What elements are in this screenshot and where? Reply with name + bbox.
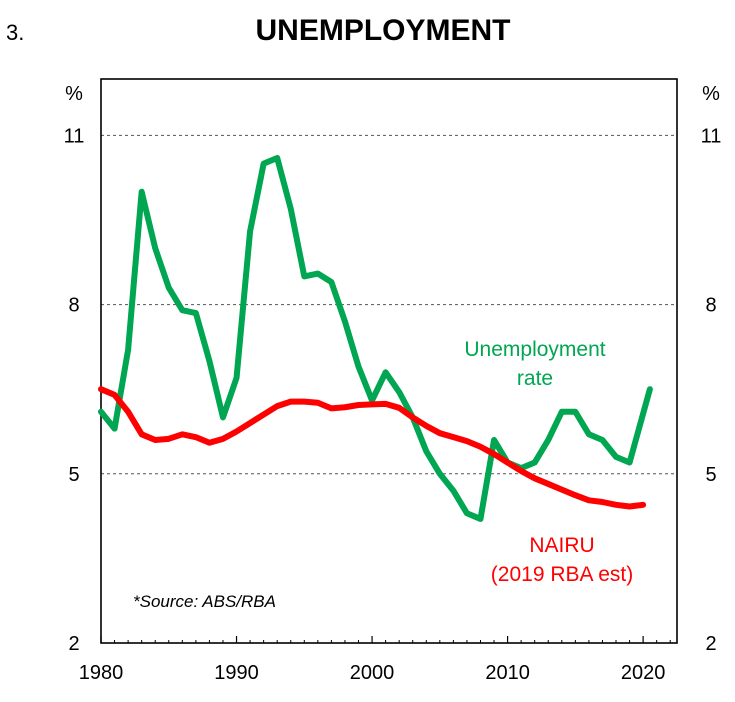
y-tick-label-right-8: 8 bbox=[705, 295, 716, 317]
y-tick-label-right-11: 11 bbox=[701, 125, 722, 147]
axes bbox=[100, 78, 678, 644]
x-tick-label-2010: 2010 bbox=[485, 662, 530, 684]
figure-number: 3. bbox=[6, 20, 24, 45]
right-axis-unit: % bbox=[702, 83, 720, 105]
gridlines bbox=[101, 134, 677, 475]
nairu-label-line-2: (2019 RBA est) bbox=[491, 563, 633, 586]
left-axis-unit: % bbox=[65, 83, 83, 105]
y-tick-label-left-8: 8 bbox=[68, 295, 79, 317]
x-tick-label-1990: 1990 bbox=[214, 662, 259, 684]
y-tick-label-left-2: 2 bbox=[68, 633, 79, 655]
x-tick-label-2020: 2020 bbox=[621, 662, 666, 684]
plot-frame bbox=[100, 78, 678, 644]
x-tick-label-2000: 2000 bbox=[350, 662, 395, 684]
unemployment-label-line-2: rate bbox=[517, 367, 553, 390]
series-line-nairu bbox=[98, 386, 647, 510]
y-tick-label-left-5: 5 bbox=[68, 464, 79, 486]
y-tick-label-right-2: 2 bbox=[705, 633, 716, 655]
nairu-label-line-1: NAIRU bbox=[529, 534, 594, 557]
axis-tick-labels: 2 2 5 5 8 8 11 11 1980 1990 2000 2010 2020 bbox=[64, 125, 722, 684]
data-series bbox=[98, 154, 653, 522]
series-line-unemployment-rate bbox=[98, 154, 653, 522]
unemployment-label-line-1: Unemployment bbox=[464, 338, 605, 361]
source-note: *Source: ABS/RBA bbox=[133, 592, 276, 611]
y-tick-label-right-5: 5 bbox=[705, 464, 716, 486]
chart-title: UNEMPLOYMENT bbox=[256, 14, 511, 47]
y-tick-label-left-11: 11 bbox=[64, 125, 85, 147]
x-tick-label-1980: 1980 bbox=[79, 662, 124, 684]
